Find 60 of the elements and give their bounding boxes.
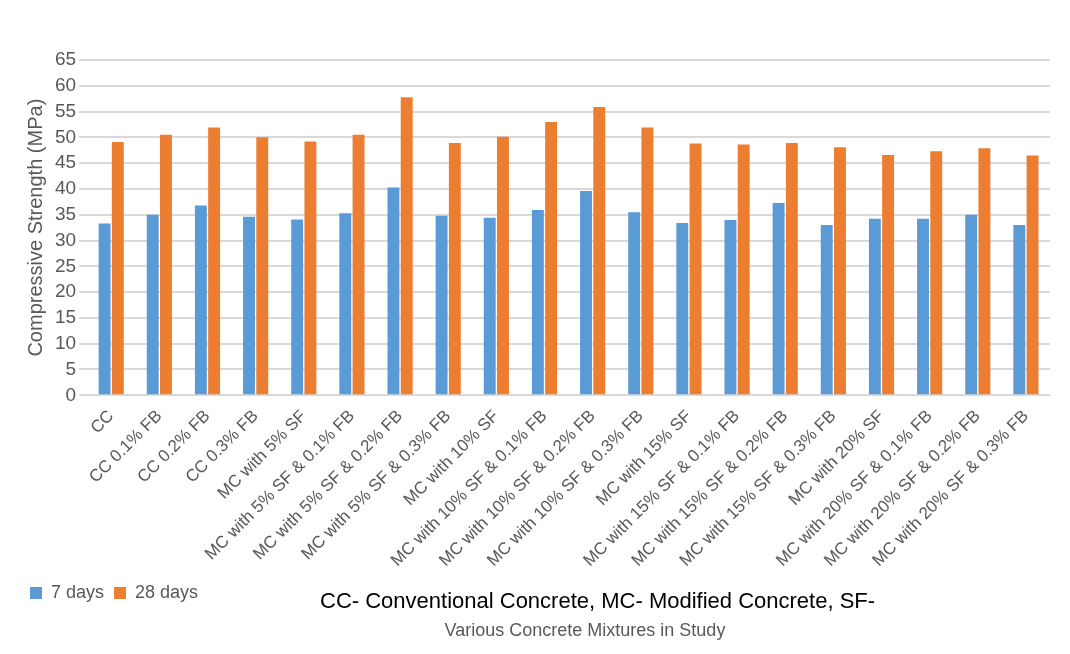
bar [628,212,641,395]
y-tick-label: 15 [54,306,77,328]
bar [400,97,413,395]
y-tick-label: 25 [54,254,77,276]
bar [352,134,365,395]
y-tick-label: 20 [54,280,77,302]
bar [256,137,269,395]
bar [737,144,750,395]
legend-label: 28 days [135,581,199,602]
bar [339,213,352,395]
bar [868,218,881,395]
bar [593,106,606,395]
y-tick-label: 45 [54,151,77,173]
y-tick-label: 5 [65,357,77,379]
bar [785,143,798,395]
bar [111,142,124,395]
bar [834,147,846,395]
y-tick-label: 40 [54,177,77,199]
bar [483,217,496,395]
bar [435,215,448,395]
x-axis-title: Various Concrete Mixtures in Study [443,620,727,641]
bar [160,134,172,395]
bar [448,143,461,395]
bar [545,121,558,395]
bar [820,225,833,395]
bar [689,143,702,395]
bar [724,219,737,395]
bar [676,222,689,395]
y-tick-label: 60 [54,74,77,96]
bar [304,141,317,395]
bar [497,136,509,395]
bar [641,127,654,395]
bar [930,151,943,395]
y-tick-label: 50 [54,125,77,147]
y-tick-label: 65 [54,48,77,70]
y-tick-label: 10 [54,331,77,353]
y-tick-label: 30 [54,228,77,250]
bar [146,214,159,395]
bar [243,216,255,395]
y-tick-label: 0 [65,383,77,405]
bar [194,205,207,395]
bar [208,127,221,395]
y-tick-label: 55 [54,99,77,121]
y-tick-label: 35 [54,202,77,224]
bar [580,191,592,395]
bar [772,202,785,395]
bar [531,210,544,395]
legend-label: 7 days [51,581,105,602]
bar [1013,225,1026,395]
bar [965,214,978,395]
text: CC- Conventional Concrete, MC- Modified Concrete, SF- [320,588,876,614]
bar [882,154,895,395]
bar [978,148,991,395]
bar [387,187,400,395]
bar [1026,155,1039,395]
bar [291,219,304,395]
x-tick-label: CC [86,406,118,437]
bar [98,223,111,395]
y-axis-title: Compressive Strength (MPa) [23,98,46,357]
bar [917,218,929,395]
